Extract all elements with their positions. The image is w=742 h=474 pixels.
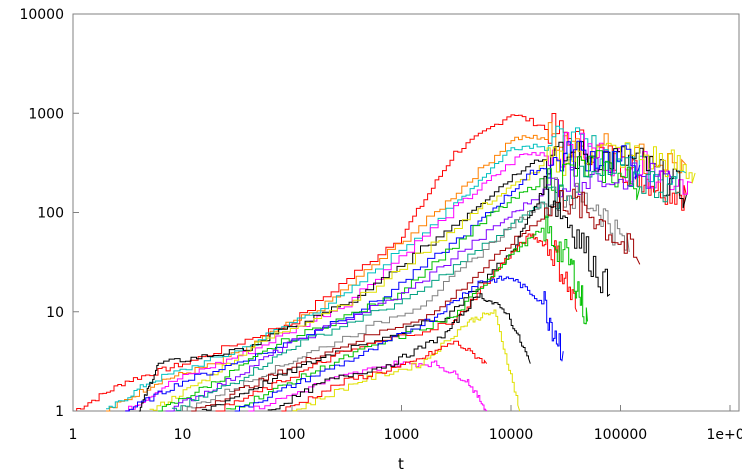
x-tick-label: 10 <box>174 427 192 443</box>
series-line <box>191 188 641 412</box>
series-line <box>182 177 630 412</box>
series-line <box>106 125 687 410</box>
x-tick-label: 1000 <box>384 427 420 443</box>
y-tick-label: 100 <box>37 206 64 222</box>
tick-layer: 1 10 100 1000 10000 100000 1e+06 1 10 100 1000 1000… <box>19 7 742 443</box>
series-line <box>171 157 681 411</box>
series-line <box>73 113 687 412</box>
y-tick-label: 1 <box>55 404 64 420</box>
x-axis-title: t <box>398 455 404 473</box>
series-line <box>226 215 588 410</box>
x-tick-label: 1e+06 <box>706 427 742 443</box>
series-line <box>234 275 564 412</box>
series-line <box>149 141 696 411</box>
series-layer <box>73 113 696 412</box>
series-line <box>281 340 488 412</box>
y-tick-label: 1000 <box>28 106 64 122</box>
series-line <box>106 122 687 412</box>
x-tick-label: 100000 <box>594 427 647 443</box>
y-tick-label: 10 <box>46 305 64 321</box>
series-line <box>248 360 488 412</box>
x-tick-label: 10000 <box>489 427 534 443</box>
series-line <box>292 309 521 412</box>
series-line <box>138 141 687 412</box>
plot-frame <box>72 13 740 412</box>
series-line <box>125 140 641 412</box>
x-tick-label: 100 <box>279 427 306 443</box>
series-line <box>125 132 693 412</box>
x-tick-label: 1 <box>69 427 78 443</box>
series-line <box>215 233 578 412</box>
series-line <box>165 157 674 412</box>
series-line <box>267 293 531 411</box>
y-tick-label: 10000 <box>19 7 64 23</box>
